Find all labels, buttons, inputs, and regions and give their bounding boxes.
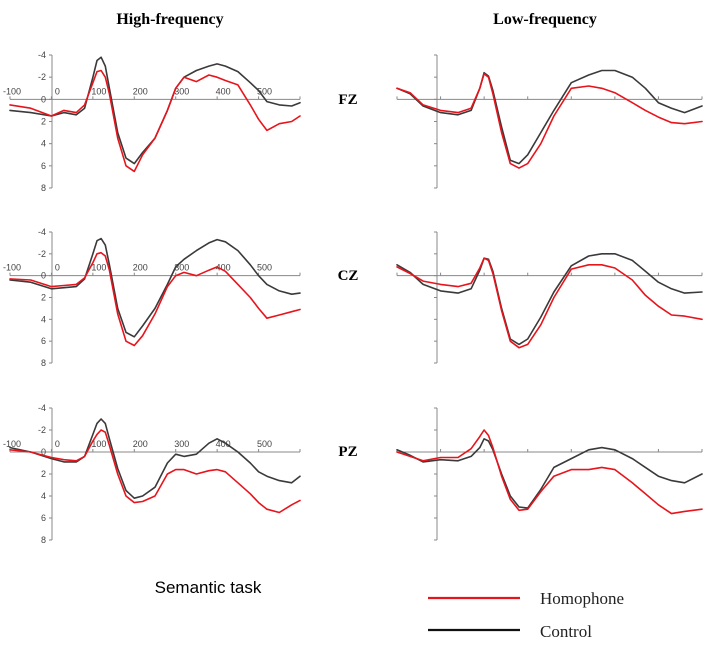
y-tick-label: 6 xyxy=(41,513,46,523)
x-tick-label: 400 xyxy=(216,263,231,273)
y-tick-label: 0 xyxy=(41,94,46,104)
series-line-homophone xyxy=(9,251,301,347)
series-line-control xyxy=(396,69,703,165)
series-line-control xyxy=(396,437,703,509)
x-tick-label: 200 xyxy=(133,439,148,449)
y-tick-label: 4 xyxy=(41,139,46,149)
y-tick-label: -4 xyxy=(38,50,46,60)
y-tick-label: 6 xyxy=(41,336,46,346)
x-tick-label: 300 xyxy=(174,439,189,449)
panel-fz-low xyxy=(396,54,703,189)
electrode-label-cz: CZ xyxy=(338,268,359,284)
x-tick-label: 300 xyxy=(174,86,189,96)
y-tick-label: 8 xyxy=(41,358,46,368)
series-line-homophone xyxy=(396,257,703,349)
y-tick-label: -2 xyxy=(38,425,46,435)
y-tick-label: -2 xyxy=(38,249,46,259)
y-tick-label: 6 xyxy=(41,161,46,171)
y-tick-label: -4 xyxy=(38,227,46,237)
y-tick-label: 4 xyxy=(41,491,46,501)
y-tick-label: -4 xyxy=(38,403,46,413)
panel-fz-high: -4 -2 0 2 4 6 8 -100 0 100 200 300 400 500 xyxy=(3,50,301,193)
legend-label-homophone: Homophone xyxy=(540,589,624,608)
y-tick-label: 2 xyxy=(41,117,46,127)
x-tick-label: 100 xyxy=(91,439,106,449)
x-tick-label: -100 xyxy=(3,86,21,96)
x-tick-label: 500 xyxy=(257,439,272,449)
x-tick-label: 500 xyxy=(257,86,272,96)
y-tick-label: 2 xyxy=(41,469,46,479)
series-line-control xyxy=(9,237,301,338)
x-tick-label: 400 xyxy=(216,439,231,449)
panel-cz-low xyxy=(396,231,703,364)
x-tick-label: 100 xyxy=(91,263,106,273)
task-label: Semantic task xyxy=(155,578,262,597)
x-tick-label: 400 xyxy=(216,86,231,96)
y-tick-label: -2 xyxy=(38,72,46,82)
y-tick-label: 2 xyxy=(41,293,46,303)
x-tick-label: -100 xyxy=(3,263,21,273)
column-title-low: Low-frequency xyxy=(493,11,597,28)
series-line-control xyxy=(396,253,703,346)
series-line-homophone xyxy=(396,73,703,169)
y-tick-label: 8 xyxy=(41,535,46,545)
x-tick-label: 300 xyxy=(174,263,189,273)
electrode-label-fz: FZ xyxy=(338,92,357,108)
x-tick-label: 200 xyxy=(133,263,148,273)
panel-cz-high: -4 -2 0 2 4 6 8 -100 0 100 200 300 400 500 xyxy=(3,227,301,368)
series-line-homophone xyxy=(396,429,703,515)
x-tick-label: 0 xyxy=(55,439,60,449)
y-tick-label: 0 xyxy=(41,271,46,281)
x-tick-label: 500 xyxy=(257,263,272,273)
y-tick-label: 4 xyxy=(41,314,46,324)
panel-pz-high: -4 -2 0 2 4 6 8 -100 0 100 200 300 400 500 xyxy=(3,403,301,545)
column-title-high: High-frequency xyxy=(116,11,223,28)
electrode-label-pz: PZ xyxy=(338,444,357,460)
x-tick-label: 100 xyxy=(91,86,106,96)
panel-pz-low xyxy=(396,407,703,541)
y-tick-label: 0 xyxy=(41,447,46,457)
y-tick-label: 8 xyxy=(41,183,46,193)
x-tick-label: 0 xyxy=(55,86,60,96)
series-line-homophone xyxy=(9,429,301,514)
series-line-control xyxy=(9,56,301,165)
x-tick-label: 0 xyxy=(55,263,60,273)
legend-label-control: Control xyxy=(540,622,592,641)
x-tick-label: -100 xyxy=(3,439,21,449)
x-tick-label: 200 xyxy=(133,86,148,96)
series-line-homophone xyxy=(9,69,301,173)
